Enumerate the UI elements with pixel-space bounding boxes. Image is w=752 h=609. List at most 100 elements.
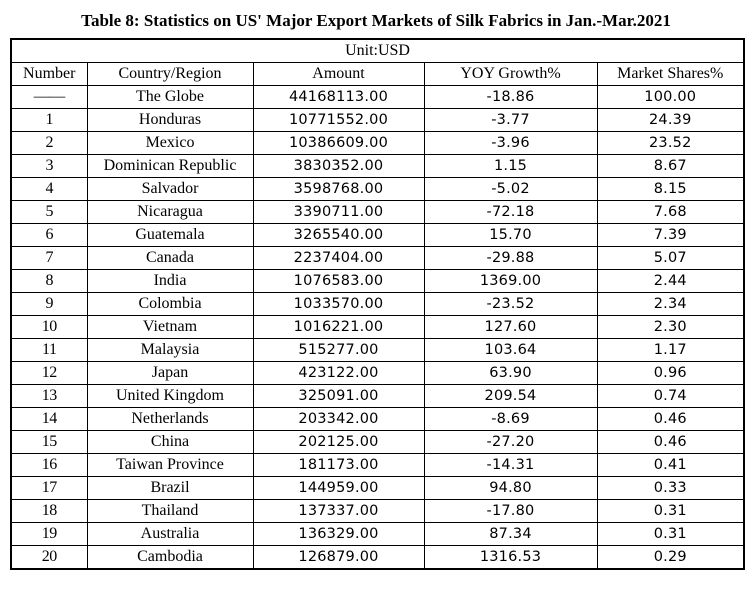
table-body: —— The Globe 44168113.00 -18.86 100.00 1 Hondu… [10, 85, 745, 570]
yoy-growth-cell: -23.52 [423, 292, 598, 316]
table-row: 20 Cambodia 126879.00 1316.53 0.29 [10, 545, 745, 570]
row-number-cell: —— [10, 85, 88, 109]
amount-cell: 136329.00 [252, 522, 425, 546]
yoy-growth-cell: 127.60 [423, 315, 598, 339]
row-number-cell: 20 [10, 545, 88, 570]
yoy-growth-cell: 87.34 [423, 522, 598, 546]
amount-cell: 3390711.00 [252, 200, 425, 224]
table-row: —— The Globe 44168113.00 -18.86 100.00 [10, 85, 745, 109]
market-share-cell: 0.41 [596, 453, 745, 477]
table-row: 19 Australia 136329.00 87.34 0.31 [10, 522, 745, 546]
export-markets-table: Unit:USD Number Country/Region Amount YO… [10, 38, 746, 570]
table-row: 2 Mexico 10386609.00 -3.96 23.52 [10, 131, 745, 155]
market-share-cell: 0.29 [596, 545, 745, 570]
row-number-cell: 16 [10, 453, 88, 477]
row-number-cell: 18 [10, 499, 88, 523]
market-share-cell: 8.67 [596, 154, 745, 178]
amount-cell: 325091.00 [252, 384, 425, 408]
country-cell: Australia [86, 522, 254, 546]
market-share-cell: 1.17 [596, 338, 745, 362]
market-share-cell: 7.68 [596, 200, 745, 224]
amount-cell: 10386609.00 [252, 131, 425, 155]
row-number-cell: 2 [10, 131, 88, 155]
country-cell: Guatemala [86, 223, 254, 247]
market-share-cell: 5.07 [596, 246, 745, 270]
row-number-cell: 19 [10, 522, 88, 546]
row-number-cell: 9 [10, 292, 88, 316]
amount-cell: 203342.00 [252, 407, 425, 431]
market-share-cell: 7.39 [596, 223, 745, 247]
amount-cell: 137337.00 [252, 499, 425, 523]
country-cell: Vietnam [86, 315, 254, 339]
yoy-growth-cell: -29.88 [423, 246, 598, 270]
amount-cell: 1016221.00 [252, 315, 425, 339]
column-header-yoy-growth: YOY Growth% [423, 62, 598, 86]
row-number-cell: 13 [10, 384, 88, 408]
country-cell: China [86, 430, 254, 454]
yoy-growth-cell: -8.69 [423, 407, 598, 431]
country-cell: Japan [86, 361, 254, 385]
amount-cell: 515277.00 [252, 338, 425, 362]
market-share-cell: 23.52 [596, 131, 745, 155]
market-share-cell: 0.33 [596, 476, 745, 500]
amount-cell: 1033570.00 [252, 292, 425, 316]
row-number-cell: 1 [10, 108, 88, 132]
row-number-cell: 12 [10, 361, 88, 385]
country-cell: Mexico [86, 131, 254, 155]
table-row: 4 Salvador 3598768.00 -5.02 8.15 [10, 177, 745, 201]
column-header-country: Country/Region [86, 62, 254, 86]
yoy-growth-cell: 94.80 [423, 476, 598, 500]
country-cell: Taiwan Province [86, 453, 254, 477]
table-row: 17 Brazil 144959.00 94.80 0.33 [10, 476, 745, 500]
row-number-cell: 4 [10, 177, 88, 201]
market-share-cell: 24.39 [596, 108, 745, 132]
market-share-cell: 0.46 [596, 430, 745, 454]
country-cell: Salvador [86, 177, 254, 201]
amount-cell: 181173.00 [252, 453, 425, 477]
country-cell: Colombia [86, 292, 254, 316]
table-row: 13 United Kingdom 325091.00 209.54 0.74 [10, 384, 745, 408]
country-cell: Cambodia [86, 545, 254, 570]
table-row: 10 Vietnam 1016221.00 127.60 2.30 [10, 315, 745, 339]
amount-cell: 3265540.00 [252, 223, 425, 247]
amount-cell: 126879.00 [252, 545, 425, 570]
row-number-cell: 8 [10, 269, 88, 293]
yoy-growth-cell: -3.77 [423, 108, 598, 132]
amount-cell: 10771552.00 [252, 108, 425, 132]
market-share-cell: 0.96 [596, 361, 745, 385]
yoy-growth-cell: -72.18 [423, 200, 598, 224]
amount-cell: 3598768.00 [252, 177, 425, 201]
yoy-growth-cell: 1.15 [423, 154, 598, 178]
country-cell: Honduras [86, 108, 254, 132]
country-cell: Dominican Republic [86, 154, 254, 178]
header-row: Number Country/Region Amount YOY Growth%… [10, 62, 745, 86]
country-cell: Thailand [86, 499, 254, 523]
row-number-cell: 15 [10, 430, 88, 454]
column-header-number: Number [10, 62, 88, 86]
unit-row: Unit:USD [10, 38, 745, 63]
row-number-cell: 14 [10, 407, 88, 431]
page-title: Table 8: Statistics on US' Major Export … [81, 11, 671, 30]
amount-cell: 144959.00 [252, 476, 425, 500]
table-row: 11 Malaysia 515277.00 103.64 1.17 [10, 338, 745, 362]
country-cell: Malaysia [86, 338, 254, 362]
market-share-cell: 0.74 [596, 384, 745, 408]
country-cell: Nicaragua [86, 200, 254, 224]
table-row: 3 Dominican Republic 3830352.00 1.15 8.67 [10, 154, 745, 178]
table-row: 18 Thailand 137337.00 -17.80 0.31 [10, 499, 745, 523]
table-row: 15 China 202125.00 -27.20 0.46 [10, 430, 745, 454]
yoy-growth-cell: -3.96 [423, 131, 598, 155]
country-cell: Canada [86, 246, 254, 270]
row-number-cell: 5 [10, 200, 88, 224]
column-header-market-shares: Market Shares% [596, 62, 745, 86]
yoy-growth-cell: 1316.53 [423, 545, 598, 570]
row-number-cell: 10 [10, 315, 88, 339]
amount-cell: 2237404.00 [252, 246, 425, 270]
market-share-cell: 0.31 [596, 499, 745, 523]
market-share-cell: 0.31 [596, 522, 745, 546]
yoy-growth-cell: 209.54 [423, 384, 598, 408]
amount-cell: 44168113.00 [252, 85, 425, 109]
amount-cell: 1076583.00 [252, 269, 425, 293]
country-cell: Brazil [86, 476, 254, 500]
table-row: 7 Canada 2237404.00 -29.88 5.07 [10, 246, 745, 270]
